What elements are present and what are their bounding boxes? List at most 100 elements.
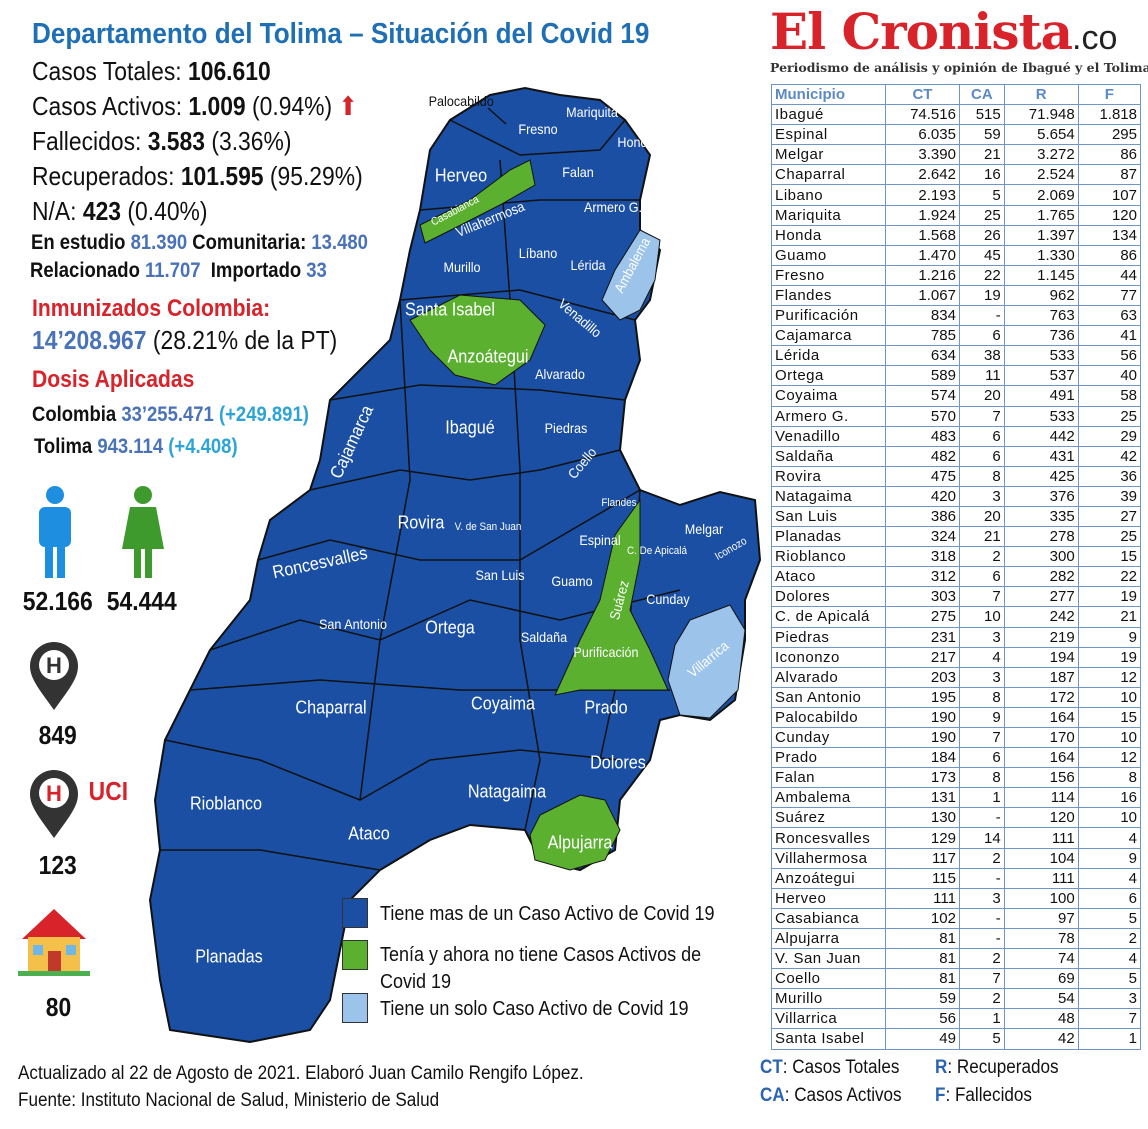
municipality-table: Municipio CT CA R F Ibagué 74.516 515 71.948 1.8… [771,83,1142,1050]
map-label: Ortega [425,617,475,638]
table-cell: 1 [958,1008,1005,1030]
table-cell: C. de Apicalá [771,606,886,628]
table-row: Piedras 231 3 219 9 [771,626,1142,648]
table-cell: 120 [1077,204,1142,226]
abbrev-ct: CT: Casos Totales [760,1057,900,1078]
map-region-no-active [554,498,669,696]
table-cell: 3 [958,485,1005,507]
table-cell: 574 [885,385,960,407]
map-label: Alpujarra [547,832,613,853]
table-row: Guamo 1.470 45 1.330 86 [771,244,1142,266]
abbrev-r: R: Recuperados [935,1057,1059,1078]
table-cell: 6 [958,747,1005,769]
table-cell: 442 [1003,425,1079,447]
table-row: Espinal 6.035 59 5.654 295 [771,124,1142,146]
table-cell: 26 [958,224,1005,246]
table-cell: 63 [1077,305,1142,327]
table-cell: 156 [1003,767,1079,789]
table-cell: 420 [885,485,960,507]
table-cell: 8 [958,465,1005,487]
table-cell: 25 [958,204,1005,226]
legend-swatch-one [342,993,368,1023]
table-cell: 115 [885,867,960,889]
table-cell: 2 [958,948,1005,970]
table-row: Rovira 475 8 425 36 [771,465,1142,487]
table-cell: 20 [958,505,1005,528]
table-cell: 25 [1077,405,1142,427]
deaths: Fallecidos: 3.583 (3.36%) [32,126,292,156]
table-cell: 81 [885,948,960,970]
table-cell: 78 [1003,927,1079,950]
table-cell: 8 [958,686,1005,708]
table-row: Venadillo 483 6 442 29 [771,425,1142,447]
table-cell: 318 [885,546,960,568]
table-cell: 295 [1077,124,1142,146]
table-cell: 41 [1077,325,1142,347]
table-cell: 100 [1003,887,1079,909]
table-cell: San Luis [771,505,886,528]
svg-text:H: H [46,781,62,806]
table-row: Ambalema 131 1 114 16 [771,787,1142,809]
table-cell: 5 [958,1028,1005,1050]
table-cell: 219 [1003,626,1079,648]
table-cell: 172 [1003,686,1079,708]
table-cell: 7 [958,586,1005,608]
table-cell: 2.642 [885,164,960,186]
table-row: Villarrica 56 1 48 7 [771,1008,1142,1030]
table-cell: Natagaima [771,485,886,507]
footer-updated: Actualizado al 22 de Agosto de 2021. Ela… [18,1063,584,1084]
table-cell: 58 [1077,385,1142,407]
table-cell: 217 [885,646,960,668]
women-count: 54.444 [106,586,177,616]
table-cell: 2.069 [1003,184,1079,206]
table-cell: 1 [1077,1028,1142,1050]
map-label: Natagaima [467,781,547,802]
column-header: R [1003,83,1079,106]
table-cell: 475 [885,465,960,487]
svg-text:H: H [46,653,62,678]
table-cell: 86 [1077,144,1142,166]
map-label: C. De Apicalá [627,545,687,557]
table-cell: 71.948 [1003,104,1079,126]
table-cell: 275 [885,606,960,628]
table-cell: 16 [1077,787,1142,809]
table-row: Santa Isabel 49 5 42 1 [771,1028,1142,1050]
table-cell: 19 [958,284,1005,307]
map-region-one-active [667,604,746,719]
table-cell: 9 [1077,847,1142,869]
table-cell: 19 [1077,646,1142,668]
table-row: Falan 173 8 156 8 [771,767,1142,789]
table-cell: 2 [958,546,1005,568]
table-row: Coello 81 7 69 5 [771,968,1142,990]
column-header: Municipio [771,83,886,106]
map-label: Purificación [573,644,639,660]
table-cell: 16 [958,164,1005,186]
table-row: Chaparral 2.642 16 2.524 87 [771,164,1142,186]
table-cell: 74.516 [885,104,960,126]
table-cell: 324 [885,526,960,548]
table-row: Casabianca 102-97 5 [771,907,1142,929]
uci-count: 123 [38,850,77,880]
table-row: Ibagué 74.516 515 71.948 1.818 [771,104,1142,126]
table-cell: 785 [885,325,960,347]
table-cell: Fresno [771,264,886,286]
table-cell: 533 [1003,405,1079,427]
table-cell: 277 [1003,586,1079,608]
table-cell: Cunday [771,726,886,749]
table-cell: 533 [1003,345,1079,367]
table-cell: 42 [1003,1028,1079,1050]
table-cell: 107 [1077,184,1142,206]
map-label: Falan [562,164,594,180]
table-cell: 312 [885,566,960,588]
man-icon [39,486,71,578]
hospital-pin-icon: H [30,642,78,710]
table-cell: 1.067 [885,284,960,307]
map-region-one-active [601,229,661,321]
el-cronista-logo: El Cronista.co [770,2,1118,61]
table-cell: 111 [885,887,960,909]
table-cell: 22 [958,264,1005,286]
table-cell: Ortega [771,365,886,387]
table-cell: Ibagué [771,104,886,126]
legend-swatch-many [342,898,368,928]
table-cell: 7 [958,726,1005,749]
